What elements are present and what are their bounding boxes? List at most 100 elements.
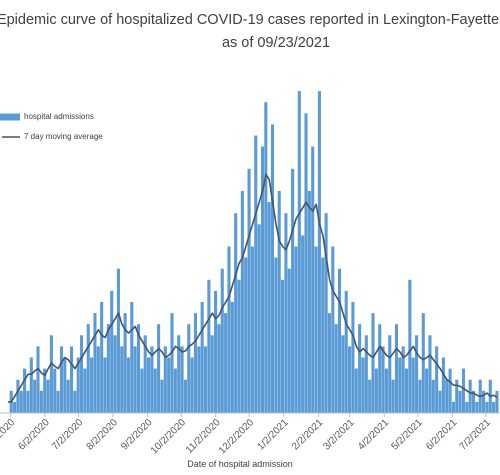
legend: hospital admissions 7 day moving average xyxy=(0,112,103,141)
bar xyxy=(93,313,97,413)
bar xyxy=(404,368,409,413)
x-tick-label: 4/2/2021 xyxy=(356,417,392,453)
bar xyxy=(334,324,338,413)
bar xyxy=(26,390,30,413)
bar xyxy=(130,302,134,413)
bar xyxy=(465,401,469,413)
bar xyxy=(157,324,161,413)
bar xyxy=(83,368,87,413)
bar xyxy=(398,357,402,413)
bar xyxy=(314,246,318,413)
bar xyxy=(237,279,241,413)
bar xyxy=(284,213,288,413)
bar xyxy=(277,191,281,413)
bar xyxy=(471,390,476,413)
chart-title: Epidemic curve of hospitalized COVID-19 … xyxy=(0,12,499,28)
bar xyxy=(103,357,107,413)
legend-label: hospital admissions xyxy=(24,112,94,121)
bar xyxy=(475,401,479,413)
bar xyxy=(458,390,462,413)
bar xyxy=(354,368,358,413)
bar xyxy=(361,357,365,413)
bar xyxy=(341,335,345,413)
bar xyxy=(431,379,435,413)
bar xyxy=(214,290,218,413)
bar xyxy=(150,346,154,413)
x-tick-label: 6/2/2021 xyxy=(424,417,460,453)
moving-average-line xyxy=(8,173,498,403)
bar xyxy=(291,168,295,413)
bar xyxy=(207,279,211,413)
bar xyxy=(56,390,60,413)
bar xyxy=(401,346,405,413)
bar xyxy=(160,379,164,413)
bar xyxy=(190,357,194,413)
bar xyxy=(36,346,40,413)
bar xyxy=(113,335,117,413)
bar xyxy=(76,357,80,413)
bar xyxy=(29,357,33,413)
x-tick-label: 5/2/2021 xyxy=(389,417,425,453)
legend-swatch xyxy=(0,113,20,121)
bar xyxy=(364,335,368,413)
bar xyxy=(224,313,228,413)
bar xyxy=(482,390,486,413)
x-tick-label: 5/2/2020 xyxy=(0,417,18,453)
bar xyxy=(394,324,399,413)
bar xyxy=(455,379,459,413)
bar xyxy=(411,357,415,413)
bar xyxy=(163,346,167,413)
bar xyxy=(39,390,43,413)
x-tick-label: 10/2/2020 xyxy=(149,417,189,457)
bar xyxy=(193,313,198,413)
bar xyxy=(180,346,184,413)
bar xyxy=(257,224,261,413)
bar xyxy=(331,246,335,413)
bar xyxy=(307,191,311,413)
bar xyxy=(170,313,174,413)
bar xyxy=(147,357,151,413)
x-tick-label: 7/2/2020 xyxy=(50,417,86,453)
bar xyxy=(421,313,425,413)
bar xyxy=(126,357,131,413)
bar xyxy=(358,324,362,413)
bar xyxy=(153,368,157,413)
bar xyxy=(408,279,412,413)
bar xyxy=(80,335,84,413)
bar xyxy=(374,368,378,413)
bar xyxy=(53,368,57,413)
bar xyxy=(381,346,385,413)
bar xyxy=(425,368,429,413)
bar xyxy=(49,335,53,413)
bar xyxy=(321,257,325,413)
bar xyxy=(116,268,120,413)
chart-subtitle: as of 09/23/2021 xyxy=(222,35,330,51)
bar xyxy=(495,390,499,413)
bar xyxy=(297,91,301,413)
bar xyxy=(254,135,258,413)
bar xyxy=(281,279,285,413)
bar xyxy=(33,379,37,413)
bar xyxy=(391,379,395,413)
bar xyxy=(173,368,177,413)
bar xyxy=(19,390,23,413)
bar xyxy=(445,379,449,413)
bar xyxy=(110,290,114,413)
bar xyxy=(267,202,271,413)
bar xyxy=(250,246,254,413)
bar xyxy=(311,146,315,413)
bar xyxy=(167,357,171,413)
x-axis-title: Date of hospital admission xyxy=(187,459,293,469)
bar xyxy=(301,235,305,413)
bar xyxy=(187,324,191,413)
bar xyxy=(327,313,332,413)
bar xyxy=(143,335,147,413)
bar xyxy=(73,390,77,413)
bar xyxy=(317,91,321,413)
bar xyxy=(384,368,388,413)
bar xyxy=(448,368,452,413)
bar xyxy=(177,335,181,413)
bar xyxy=(140,368,144,413)
